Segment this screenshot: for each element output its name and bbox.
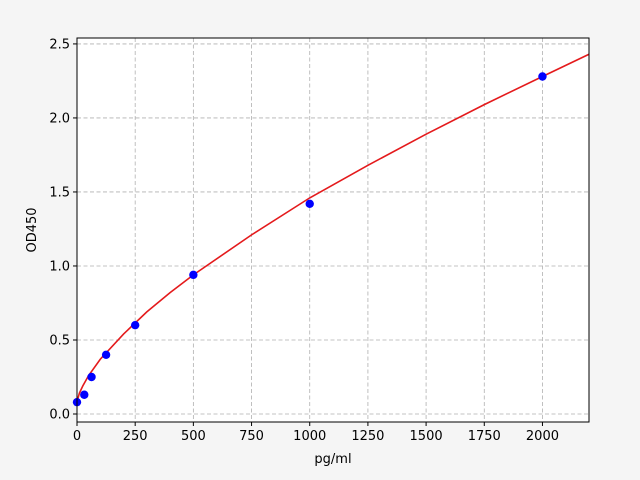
data-point	[130, 320, 140, 330]
y-tick-label: 0.5	[49, 333, 70, 348]
x-axis: 0 250 500 750 1000 1250 1500 1750 2000	[73, 422, 559, 444]
x-tick-label: 250	[123, 429, 148, 444]
x-tick-label: 1250	[351, 429, 384, 444]
grid	[76, 38, 589, 422]
y-tick-label: 1.0	[49, 259, 70, 274]
y-axis: 0.0 0.5 1.0 1.5 2.0 2.5	[49, 37, 77, 423]
data-point	[189, 270, 198, 280]
data-point	[305, 199, 314, 208]
data-point	[80, 390, 89, 399]
x-tick-label: 500	[181, 429, 206, 444]
data-point	[101, 350, 111, 359]
y-tick-label: 2.0	[49, 111, 70, 126]
x-tick-label: 1000	[293, 429, 326, 444]
y-tick-label: 1.5	[49, 185, 70, 200]
x-axis-label: pg/ml	[314, 452, 351, 467]
y-tick-label: 0.0	[49, 408, 70, 423]
data-point	[87, 372, 96, 382]
y-axis-label: OD450	[25, 207, 40, 252]
data-point	[538, 72, 547, 81]
fit-curve	[76, 53, 590, 403]
y-tick-label: 2.5	[49, 37, 70, 52]
data-points	[72, 72, 547, 407]
x-tick-label: 2000	[526, 429, 559, 444]
plot-frame	[76, 37, 590, 423]
x-tick-label: 750	[239, 429, 264, 444]
x-tick-label: 0	[73, 429, 81, 444]
x-tick-label: 1500	[410, 429, 443, 444]
x-tick-label: 1750	[468, 429, 501, 444]
plot-area	[77, 38, 589, 422]
